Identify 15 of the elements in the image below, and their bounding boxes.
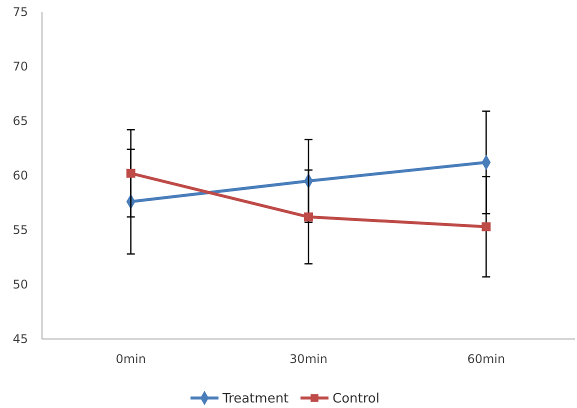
x-tick-label: 60min (467, 352, 506, 366)
point (482, 222, 491, 232)
y-tick-label: 70 (12, 60, 28, 74)
point (304, 212, 313, 222)
legend-label: Treatment (222, 392, 289, 407)
y-tick-label: 55 (12, 223, 28, 238)
y-tick-label: 75 (12, 5, 28, 20)
legend-label: Control (332, 392, 380, 407)
y-tick-label: 45 (12, 332, 28, 346)
x-tick-label: 0min (116, 352, 146, 366)
point (126, 168, 136, 178)
y-tick-label: 60 (12, 168, 28, 183)
y-tick-label: 50 (12, 278, 28, 292)
y-tick-label: 65 (12, 114, 28, 128)
x-tick-label: 30min (290, 352, 328, 366)
